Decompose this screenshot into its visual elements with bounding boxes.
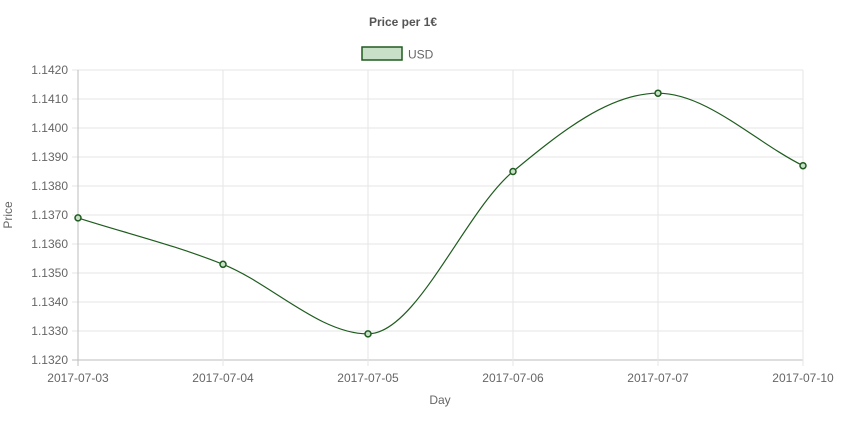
y-tick-label: 1.1360	[31, 237, 68, 251]
y-tick-label: 1.1420	[31, 63, 68, 77]
data-point[interactable]	[799, 161, 807, 170]
x-axis-label: Day	[429, 393, 450, 407]
x-tick-label: 2017-07-04	[192, 371, 254, 385]
y-tick-label: 1.1410	[31, 92, 68, 106]
y-tick-label: 1.1400	[31, 121, 68, 135]
x-tick-label: 2017-07-07	[627, 371, 689, 385]
data-point[interactable]	[509, 167, 517, 176]
legend[interactable]: USD	[361, 46, 434, 62]
axis-layer: 1.1420 1.1410 1.1400 1.1390 1.1380 1.1370 1.13…	[31, 63, 834, 385]
y-tick-label: 1.1350	[31, 266, 68, 280]
y-tick-label: 1.1380	[31, 179, 68, 193]
series-line-usd	[77, 92, 804, 335]
data-point[interactable]	[74, 214, 82, 222]
y-tick-label: 1.1390	[31, 150, 68, 164]
legend-label-usd[interactable]: USD	[408, 48, 434, 62]
y-tick-label: 1.1330	[31, 324, 68, 338]
legend-swatch-usd[interactable]	[361, 46, 403, 61]
series-layer	[77, 92, 804, 335]
y-tick-label: 1.1340	[31, 295, 68, 309]
grid-layer	[72, 69, 804, 366]
chart-title: Price per 1€	[369, 15, 437, 29]
data-point[interactable]	[364, 330, 372, 338]
data-point[interactable]	[654, 89, 662, 97]
data-point[interactable]	[219, 260, 227, 269]
y-tick-label: 1.1370	[31, 208, 68, 222]
y-axis-label: Price	[1, 201, 15, 229]
x-tick-label: 2017-07-06	[482, 371, 544, 385]
points-layer	[74, 89, 807, 338]
x-tick-label: 2017-07-05	[337, 371, 399, 385]
y-tick-label: 1.1320	[31, 353, 68, 367]
x-tick-label: 2017-07-10	[772, 371, 834, 385]
x-tick-label: 2017-07-03	[47, 371, 109, 385]
